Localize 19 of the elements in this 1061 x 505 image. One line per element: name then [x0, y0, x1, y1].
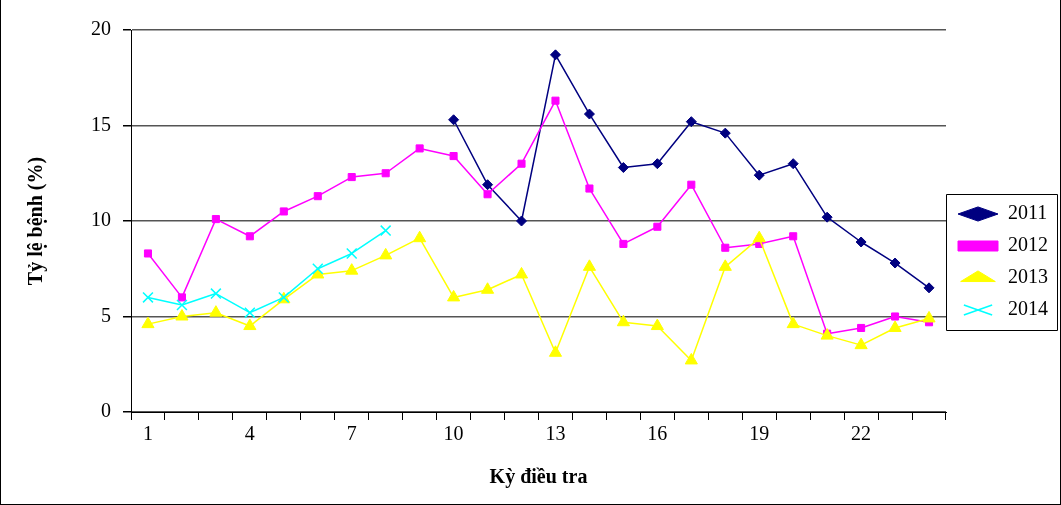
legend-label: 2011	[1008, 201, 1048, 224]
x-tick-label: 22	[851, 422, 872, 445]
x-tick-label: 16	[647, 422, 668, 445]
y-tick-label: 20	[91, 17, 111, 40]
x-tick-label: 13	[545, 422, 566, 445]
y-tick-label: 0	[101, 399, 111, 422]
legend-label: 2012	[1008, 233, 1048, 256]
legend-label: 2013	[1008, 265, 1048, 288]
x-tick-label: 19	[749, 422, 770, 445]
x-tick-label: 10	[443, 422, 464, 445]
y-tick-label: 15	[91, 112, 111, 135]
x-axis-title: Kỳ điều tra	[489, 465, 588, 489]
legend-label: 2014	[1008, 297, 1048, 320]
x-tick-label: 1	[142, 422, 153, 445]
y-axis-title: Tỷ lệ bệnh (%)	[24, 156, 48, 286]
y-tick-label: 5	[101, 303, 111, 326]
y-tick-label: 10	[91, 208, 111, 231]
x-tick-label: 4	[244, 422, 255, 445]
x-tick-label: 7	[346, 422, 357, 445]
